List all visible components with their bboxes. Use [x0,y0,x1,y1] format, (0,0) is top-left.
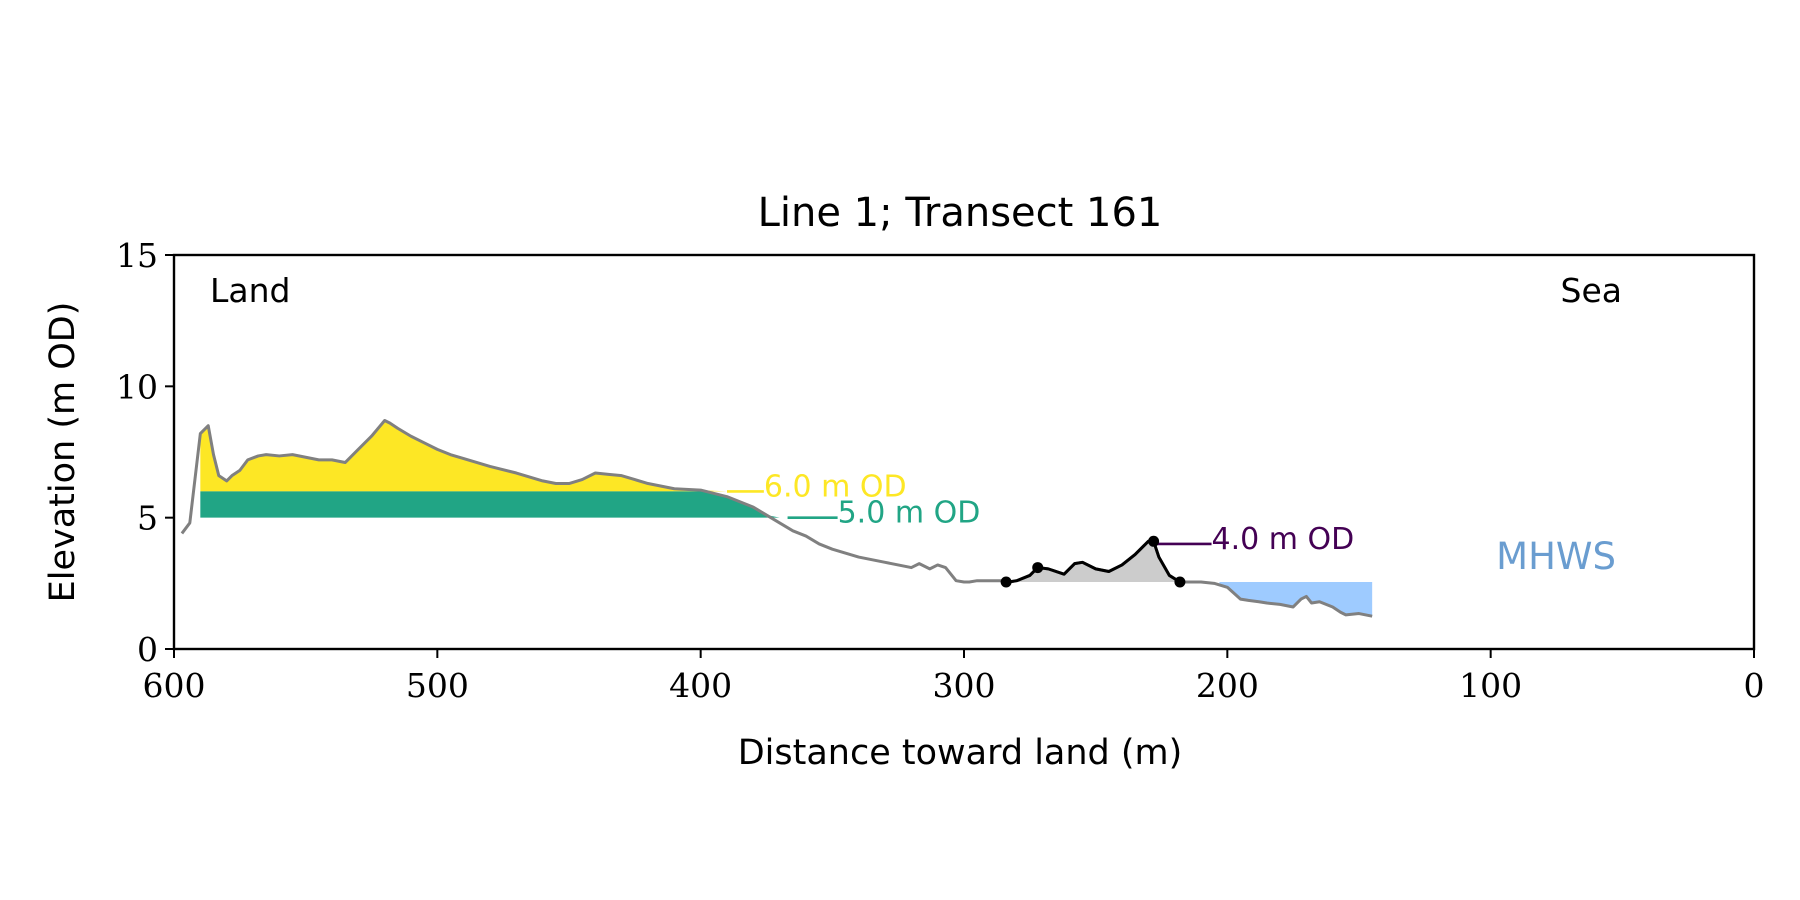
band-fill-5m [200,491,788,518]
y-tick-label: 0 [137,630,158,669]
y-axis-label: Elevation (m OD) [43,302,83,603]
profile-line [180,418,1373,618]
dune-marker-2 [1032,562,1044,574]
x-tick-label: 200 [1196,666,1259,705]
dune-fill [1006,541,1180,583]
x-tick-label: 300 [933,666,996,705]
plot-area: 6.0 m OD5.0 m OD 4.0 m OD [180,418,1373,618]
y-axis: 0 5 10 15 [116,236,174,669]
x-tick-label: 400 [669,666,732,705]
land-label: Land [210,271,290,310]
x-axis-label: Distance toward land (m) [738,733,1183,773]
dune-marker-1 [1000,576,1012,588]
chart-title: Line 1; Transect 161 [758,190,1163,236]
x-tick-label: 600 [143,666,206,705]
x-tick-label: 500 [406,666,469,705]
level-label-6m: 6.0 m OD [764,469,907,504]
dune-marker-4 [1174,576,1186,588]
level-label-5m: 5.0 m OD [838,496,981,531]
y-tick-label: 15 [116,236,158,275]
dune-marker-3 [1148,535,1160,547]
mhws-label: MHWS [1496,535,1616,578]
y-tick-label: 10 [116,367,158,406]
x-axis: 600 500 400 300 200 100 0 [143,649,1765,705]
y-tick-label: 5 [137,499,158,538]
level-label-4m: 4.0 m OD [1212,522,1355,557]
sea-label: Sea [1561,271,1622,310]
x-tick-label: 0 [1744,666,1765,705]
x-tick-label: 100 [1459,666,1522,705]
